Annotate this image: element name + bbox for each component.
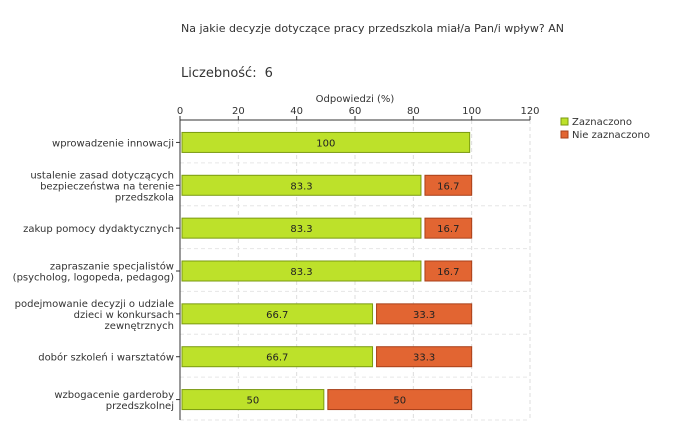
bar-nie-zaznaczono: [424, 174, 473, 196]
bar-value-label: 66.7: [266, 310, 288, 321]
legend-swatch: [560, 130, 569, 139]
x-tick-label: 80: [407, 106, 420, 117]
bar-zaznaczono: [181, 260, 422, 282]
x-tick-label: 60: [349, 106, 362, 117]
bar-zaznaczono: [181, 217, 422, 239]
bar-value-label: 33.3: [413, 310, 435, 321]
bar-nie-zaznaczono: [376, 346, 473, 368]
legend: Zaznaczono Nie zaznaczono: [560, 117, 650, 141]
x-tick-label: 120: [520, 106, 539, 117]
bar-value-label: 33.3: [413, 353, 435, 364]
category-label: bezpieczeństwa na terenie: [40, 180, 174, 192]
bar-value-label: 100: [316, 138, 335, 149]
x-tick-label: 100: [462, 106, 481, 117]
sample-count-value: 6: [264, 66, 273, 81]
bar-value-label: 83.3: [290, 267, 312, 278]
bar-value-label: 16.7: [437, 224, 459, 235]
category-label: przedszkola: [115, 192, 174, 203]
axes: 0 20 40 60 80 100 120 Odpowiedzi (%): [176, 94, 540, 420]
bar-nie-zaznaczono: [376, 303, 473, 325]
category-label: dzieci w konkursach: [74, 310, 174, 321]
legend-label: Nie zaznaczono: [572, 130, 650, 141]
sample-count: Liczebność: 6: [181, 66, 281, 81]
bar-zaznaczono: [181, 131, 471, 153]
x-tick-label: 0: [177, 106, 183, 117]
bar-nie-zaznaczono: [424, 260, 473, 282]
bar-value-label: 16.7: [437, 181, 459, 192]
legend-label: Zaznaczono: [572, 117, 632, 128]
bar-value-label: 83.3: [290, 181, 312, 192]
category-label: wzbogacenie garderoby: [54, 390, 174, 401]
x-tick-label: 40: [290, 106, 303, 117]
bar-zaznaczono: [181, 303, 374, 325]
bar-zaznaczono: [181, 174, 422, 196]
bar-nie-zaznaczono: [424, 217, 473, 239]
category-label: przedszkolnej: [106, 401, 174, 412]
bar-zaznaczono: [181, 389, 325, 411]
bars: 100 83.3 16.7 83.3 16.7 83.3 16.7 66.7 33.3 66.7 3…: [181, 131, 473, 411]
category-label: ustalenie zasad dotyczących: [30, 170, 174, 181]
x-tick-label: 20: [232, 106, 245, 117]
x-axis-title: Odpowiedzi (%): [316, 94, 395, 105]
question-title: Na jakie decyzje dotyczące pracy przedsz…: [181, 22, 564, 35]
legend-swatch: [560, 117, 569, 126]
bar-value-label: 50: [393, 396, 406, 407]
category-label: podejmowanie decyzji o udziale: [15, 299, 174, 310]
bar-value-label: 16.7: [437, 267, 459, 278]
sample-count-label: Liczebność:: [181, 66, 257, 81]
category-label: wprowadzenie innowacji: [52, 138, 174, 149]
bar-value-label: 66.7: [266, 353, 288, 364]
category-label: zakup pomocy dydaktycznych: [23, 224, 174, 235]
category-label: zapraszanie specjalistów: [50, 261, 174, 273]
category-labels: wprowadzenie innowacji ustalenie zasad do…: [13, 138, 174, 412]
bar-value-label: 83.3: [290, 224, 312, 235]
category-label: zewnętrznych: [105, 321, 174, 332]
bar-zaznaczono: [181, 346, 374, 368]
bar-nie-zaznaczono: [327, 389, 473, 411]
category-label: (psycholog, logopeda, pedagog): [13, 273, 174, 284]
bar-value-label: 50: [247, 396, 260, 407]
category-label: dobór szkoleń i warsztatów: [38, 352, 174, 364]
